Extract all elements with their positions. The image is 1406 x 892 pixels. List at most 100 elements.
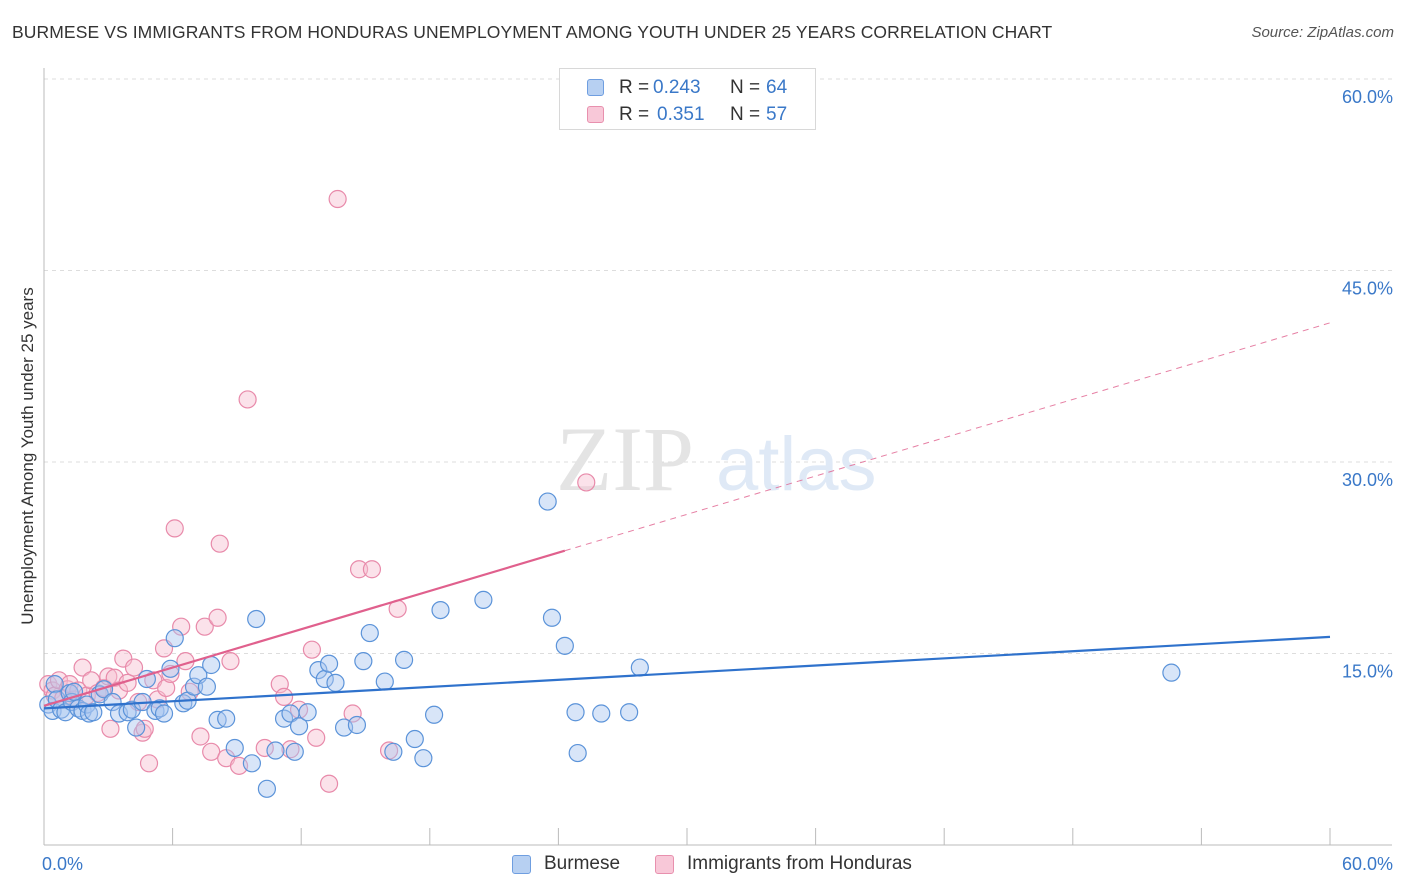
honduras-point bbox=[157, 678, 176, 698]
burmese-point bbox=[414, 749, 433, 768]
x-tick-label-max: 60.0% bbox=[1342, 854, 1393, 874]
burmese-point bbox=[566, 703, 585, 722]
honduras-point bbox=[302, 640, 322, 659]
legend-r-label: R = bbox=[619, 77, 650, 98]
honduras-point bbox=[238, 390, 257, 409]
burmese-point bbox=[197, 677, 216, 696]
honduras-point bbox=[101, 719, 120, 738]
burmese-point bbox=[94, 680, 114, 699]
burmese-point bbox=[319, 654, 339, 673]
x-tick-label-min: 0.0% bbox=[42, 854, 83, 874]
burmese-point bbox=[84, 703, 103, 722]
burmese-point bbox=[405, 729, 424, 749]
legend-swatch-honduras bbox=[587, 106, 604, 123]
burmese-point bbox=[202, 655, 221, 675]
watermark-atlas: atlas bbox=[716, 422, 877, 507]
legend-r-value: 0.243 bbox=[653, 77, 701, 98]
burmese-point bbox=[592, 704, 611, 723]
burmese-point bbox=[103, 692, 122, 712]
legend-n-label: N = bbox=[730, 104, 761, 125]
trend-lines bbox=[43, 322, 1331, 710]
burmese-point bbox=[360, 623, 379, 643]
burmese-point bbox=[289, 717, 309, 736]
burmese-trend-line bbox=[43, 635, 1331, 710]
legend-label-burmese: Burmese bbox=[544, 853, 621, 874]
honduras-point bbox=[274, 687, 294, 707]
honduras-trend-line bbox=[43, 549, 566, 707]
honduras-point bbox=[208, 608, 227, 627]
axes bbox=[43, 68, 1392, 846]
burmese-point bbox=[326, 673, 345, 692]
burmese-point bbox=[184, 677, 204, 696]
honduras-point bbox=[195, 617, 214, 636]
watermark-zip: ZIP bbox=[556, 408, 694, 510]
honduras-point bbox=[577, 473, 596, 492]
chart-source: Source: ZipAtlas.com bbox=[1251, 24, 1394, 41]
honduras-point bbox=[210, 534, 229, 553]
burmese-point bbox=[630, 658, 649, 677]
burmese-point bbox=[568, 743, 587, 763]
burmese-point bbox=[354, 652, 373, 671]
burmese-point bbox=[247, 609, 266, 629]
honduras-point bbox=[362, 560, 382, 579]
burmese-point bbox=[394, 650, 414, 669]
y-tick-label: 15.0% bbox=[1342, 662, 1393, 682]
gridlines bbox=[44, 78, 1392, 654]
honduras-point bbox=[343, 704, 362, 723]
burmese-point bbox=[217, 709, 236, 728]
y-tick-label: 30.0% bbox=[1342, 470, 1393, 490]
burmese-point bbox=[45, 675, 64, 694]
burmese-point bbox=[375, 672, 394, 691]
y-tick-label: 60.0% bbox=[1342, 87, 1393, 107]
stats-legend-row-burmese: R = 0.243 N = 64 bbox=[560, 75, 815, 101]
burmese-point bbox=[347, 715, 367, 735]
burmese-point bbox=[154, 704, 174, 723]
burmese-point bbox=[474, 590, 493, 609]
honduras-point bbox=[319, 774, 339, 793]
honduras-point bbox=[191, 727, 210, 746]
honduras-point bbox=[139, 754, 159, 773]
honduras-points bbox=[39, 189, 596, 793]
burmese-point bbox=[165, 629, 184, 648]
honduras-point bbox=[73, 658, 92, 677]
y-axis-label: Unemployment Among Youth under 25 years bbox=[18, 287, 37, 625]
legend-label-honduras: Immigrants from Honduras bbox=[687, 853, 912, 874]
honduras-point bbox=[165, 519, 184, 538]
legend-swatch-honduras bbox=[655, 855, 674, 874]
legend-r-value: 0.351 bbox=[657, 104, 705, 125]
legend-swatch-burmese bbox=[587, 79, 604, 96]
burmese-point bbox=[620, 703, 639, 722]
honduras-point bbox=[328, 189, 347, 209]
burmese-point bbox=[538, 492, 557, 511]
legend-r-label: R = bbox=[619, 104, 650, 125]
burmese-point bbox=[225, 738, 244, 758]
honduras-point bbox=[202, 742, 221, 761]
burmese-point bbox=[1162, 663, 1181, 682]
legend-n-label: N = bbox=[730, 77, 761, 98]
burmese-point bbox=[542, 608, 562, 627]
watermark: ZIP atlas bbox=[556, 408, 877, 510]
legend-n-value: 64 bbox=[766, 77, 788, 98]
burmese-point bbox=[266, 741, 285, 760]
y-tick-labels: 15.0% 30.0% 45.0% 60.0% bbox=[1342, 87, 1393, 682]
burmese-point bbox=[424, 705, 444, 724]
burmese-point bbox=[309, 660, 328, 680]
burmese-point bbox=[384, 742, 403, 761]
burmese-point bbox=[298, 703, 317, 722]
honduras-point bbox=[221, 652, 240, 671]
burmese-point bbox=[555, 636, 574, 655]
burmese-point bbox=[257, 779, 277, 798]
burmese-point bbox=[431, 600, 450, 620]
burmese-point bbox=[127, 718, 146, 737]
stats-legend: R = 0.243 N = 64 R = 0.351 N = 57 bbox=[559, 68, 816, 130]
legend-swatch-burmese bbox=[512, 855, 531, 874]
burmese-point bbox=[242, 754, 262, 773]
honduras-point bbox=[255, 738, 274, 758]
honduras-trend-line-extension bbox=[564, 322, 1331, 552]
honduras-point bbox=[349, 560, 369, 579]
chart-title: BURMESE VS IMMIGRANTS FROM HONDURAS UNEM… bbox=[12, 22, 1053, 42]
y-tick-label: 45.0% bbox=[1342, 279, 1393, 299]
series-legend: Burmese Immigrants from Honduras bbox=[0, 852, 1406, 878]
honduras-point bbox=[124, 658, 144, 677]
stats-legend-row-honduras: R = 0.351 N = 57 bbox=[560, 102, 815, 128]
